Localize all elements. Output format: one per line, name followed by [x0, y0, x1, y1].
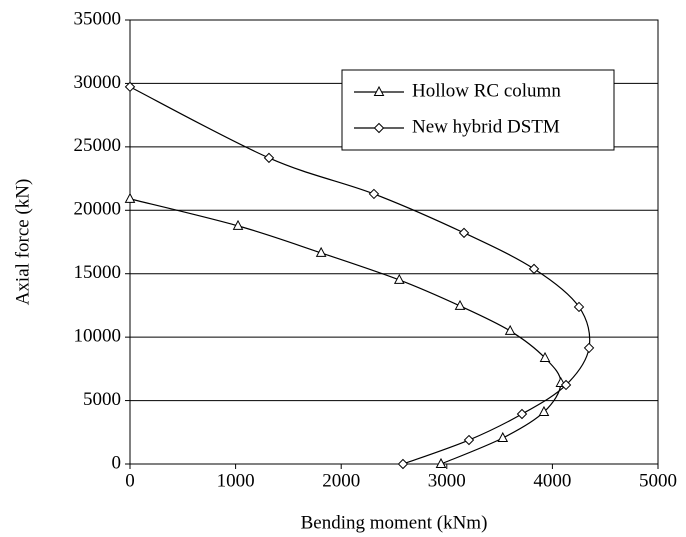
legend-label: New hybrid DSTM	[412, 116, 560, 137]
data-point	[539, 351, 551, 362]
y-tick-label: 20000	[74, 199, 122, 220]
data-point	[263, 152, 275, 164]
y-tick-label: 15000	[74, 262, 122, 283]
x-tick-label: 4000	[533, 470, 571, 491]
series-line	[129, 86, 591, 465]
data-point	[538, 405, 550, 416]
x-tick-label: 5000	[639, 470, 677, 491]
data-point	[315, 246, 327, 257]
data-point	[528, 263, 540, 275]
data-point	[397, 458, 409, 470]
data-point	[458, 227, 470, 239]
data-point	[393, 273, 405, 284]
y-tick-label: 25000	[74, 135, 122, 156]
data-point	[368, 188, 380, 200]
y-tick-label: 5000	[83, 389, 121, 410]
y-tick-label: 30000	[74, 72, 122, 93]
data-point	[560, 379, 572, 391]
x-tick-label: 2000	[322, 470, 360, 491]
x-axis-label: Bending moment (kNm)	[301, 512, 488, 533]
x-tick-label: 3000	[428, 470, 466, 491]
data-point	[124, 81, 136, 93]
data-point	[573, 301, 585, 313]
data-point	[124, 192, 136, 203]
y-axis-label: Axial force (kN)	[12, 179, 33, 306]
x-tick-label: 0	[125, 470, 135, 491]
series-line	[129, 198, 562, 465]
data-point	[583, 342, 595, 354]
data-point	[504, 324, 516, 335]
data-point	[516, 408, 528, 420]
legend-label: Hollow RC column	[412, 80, 561, 101]
y-tick-label: 35000	[74, 8, 122, 29]
data-point	[497, 431, 509, 442]
data-point	[463, 434, 475, 446]
legend-marker	[373, 122, 385, 134]
data-point	[454, 299, 466, 310]
legend-marker	[373, 85, 385, 96]
legend-box	[341, 69, 615, 151]
x-tick-label: 1000	[217, 470, 255, 491]
data-point	[435, 457, 447, 468]
y-tick-label: 10000	[74, 326, 122, 347]
y-tick-label: 0	[112, 452, 122, 473]
data-point	[232, 219, 244, 230]
